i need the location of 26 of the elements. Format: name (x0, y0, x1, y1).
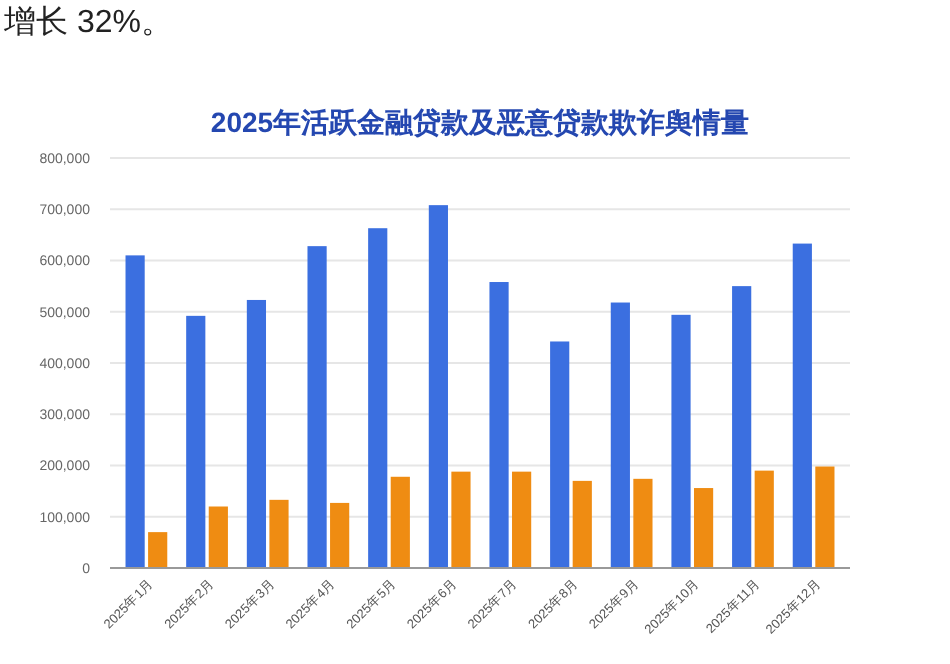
bar (572, 480, 592, 568)
bar (125, 255, 145, 568)
bar (246, 299, 267, 568)
text: 增长 32%。 (2, 4, 173, 40)
bar (754, 470, 774, 568)
bar (307, 246, 327, 568)
bar (512, 471, 532, 568)
bar (489, 282, 509, 568)
bar (428, 205, 448, 568)
bar (186, 315, 206, 568)
chart-title: 2025年活跃金融贷款及恶意贷款欺诈舆情量 (210, 106, 750, 138)
bar (208, 506, 228, 568)
bar (671, 314, 691, 568)
bar (451, 471, 471, 568)
bar (269, 499, 289, 568)
bar (792, 243, 812, 568)
bar (633, 478, 653, 568)
bar (390, 476, 410, 568)
bar (732, 286, 752, 568)
bar (550, 341, 570, 568)
bar (148, 532, 168, 568)
bar (815, 466, 835, 568)
bar (330, 502, 350, 568)
bar (693, 488, 714, 568)
bar (610, 302, 630, 568)
bar (368, 228, 388, 568)
